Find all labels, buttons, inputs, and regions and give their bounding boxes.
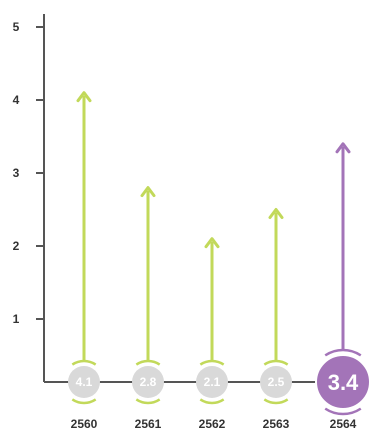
bar-2563: 2.5 xyxy=(260,208,292,405)
arrow-head xyxy=(76,91,92,103)
y-tick-label: 2 xyxy=(13,239,20,253)
y-tick-label: 5 xyxy=(13,20,20,34)
arrow-head xyxy=(335,142,351,154)
ring-arc-bottom xyxy=(324,407,362,416)
x-category-label: 2564 xyxy=(330,417,357,431)
ring-arc-bottom xyxy=(135,398,161,405)
ring-arc-top xyxy=(135,359,161,366)
y-tick-label: 4 xyxy=(13,93,20,107)
bar-2562: 2.1 xyxy=(196,237,228,405)
bar-2560: 4.1 xyxy=(68,91,100,405)
arrow-head xyxy=(268,208,284,219)
y-axis-ticks: 1 2 3 4 5 xyxy=(13,20,44,326)
value-label: 4.1 xyxy=(76,375,93,389)
value-circle xyxy=(132,366,164,398)
value-circle xyxy=(68,366,100,398)
ring-arc-bottom xyxy=(263,398,289,405)
value-label: 3.4 xyxy=(328,370,359,395)
x-axis-labels: 2560 2561 2562 2563 2564 xyxy=(71,417,357,431)
value-circle xyxy=(315,354,371,410)
arrow-head xyxy=(140,186,156,198)
value-label: 2.8 xyxy=(140,375,157,389)
bar-2561: 2.8 xyxy=(132,186,164,405)
arrow-head xyxy=(204,237,220,249)
x-category-label: 2563 xyxy=(263,417,290,431)
ring-arc-top xyxy=(71,359,97,366)
ring-arc-top xyxy=(263,359,289,366)
ring-arc-top xyxy=(324,348,362,357)
value-label: 2.5 xyxy=(268,375,285,389)
ring-arc-top xyxy=(199,359,225,366)
y-tick-label: 3 xyxy=(13,166,20,180)
bar-2564: 3.4 xyxy=(315,142,371,416)
value-circle xyxy=(260,366,292,398)
x-category-label: 2562 xyxy=(199,417,226,431)
x-category-label: 2560 xyxy=(71,417,98,431)
ring-arc-bottom xyxy=(199,398,225,405)
ring-arc-bottom xyxy=(71,398,97,405)
chart-bars: 4.1 2.8 2.1 2.5 3.4 xyxy=(68,91,371,416)
value-label: 2.1 xyxy=(204,375,221,389)
value-circle xyxy=(196,366,228,398)
chart-axes xyxy=(43,14,368,383)
x-category-label: 2561 xyxy=(135,417,162,431)
y-tick-label: 1 xyxy=(13,312,20,326)
